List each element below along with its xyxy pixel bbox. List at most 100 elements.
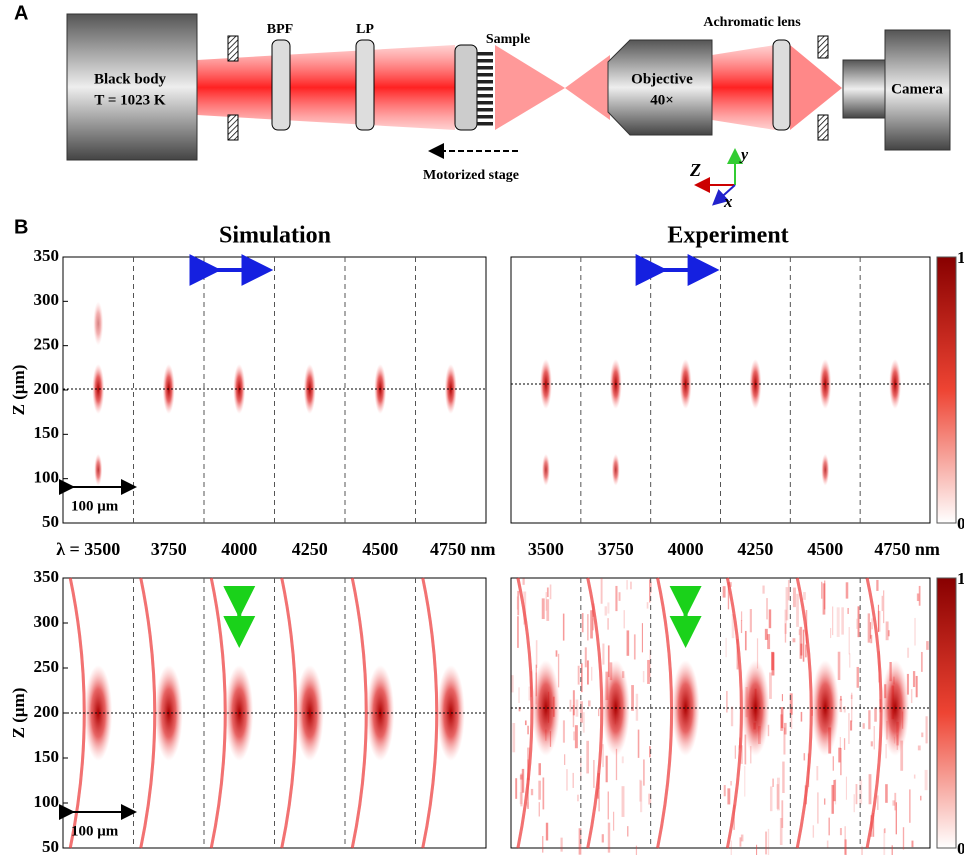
noise (767, 634, 771, 650)
noise (764, 628, 768, 640)
axis-label: Z (689, 160, 701, 180)
noise (563, 754, 566, 765)
noise (511, 675, 514, 693)
noise (572, 690, 575, 716)
noise (780, 707, 784, 729)
focal-spot (444, 364, 457, 414)
pillar (477, 94, 493, 98)
noise (862, 723, 865, 729)
noise (517, 590, 520, 616)
wavelength-label: 4000 (668, 539, 704, 559)
noise (849, 653, 851, 668)
focal-spot (671, 660, 700, 756)
label: Achromatic lens (703, 15, 801, 30)
noise (833, 780, 836, 802)
noise (600, 578, 603, 604)
noise (877, 795, 879, 810)
noise (646, 602, 649, 609)
beam-profile (656, 577, 674, 849)
noise (892, 800, 895, 806)
noise (911, 840, 914, 848)
noise (765, 831, 767, 855)
y-tick-label: 150 (34, 423, 60, 442)
noise (631, 685, 634, 711)
beam-profile (586, 577, 604, 849)
noise (781, 694, 784, 702)
noise (843, 738, 846, 750)
beam-cone (790, 45, 842, 130)
secondary-spot (93, 301, 104, 346)
focal-spot (303, 364, 316, 414)
noise (562, 613, 565, 641)
noise (538, 780, 541, 800)
noise (787, 580, 790, 601)
noise (723, 785, 726, 797)
noise (528, 686, 531, 701)
noise (848, 713, 850, 744)
noise (884, 828, 886, 834)
noise (796, 593, 799, 627)
noise (912, 671, 916, 688)
noise (772, 778, 774, 787)
noise (626, 580, 628, 590)
noise (640, 780, 643, 813)
noise (909, 789, 911, 823)
noise (520, 773, 523, 807)
y-axis-label: Z (μm) (9, 688, 28, 739)
noise (867, 613, 871, 643)
noise (784, 623, 787, 643)
noise (891, 845, 893, 855)
plot-title: Experiment (667, 223, 788, 249)
noise (798, 629, 801, 636)
noise (601, 834, 604, 843)
noise (853, 794, 855, 813)
wavelength-label: 4750 nm (430, 539, 496, 559)
noise (518, 707, 521, 712)
plot-title: Simulation (219, 223, 331, 249)
noise (885, 621, 889, 641)
focal-spot (531, 660, 560, 756)
noise (615, 585, 618, 612)
noise (612, 811, 615, 831)
noise (562, 720, 565, 743)
noise (516, 596, 519, 610)
beam-cone (565, 55, 610, 120)
label: Black body (94, 71, 167, 87)
aperture (227, 35, 239, 62)
axis-x (712, 184, 736, 206)
label: BPF (267, 22, 293, 37)
noise (783, 727, 786, 755)
focal-spot (679, 359, 692, 409)
noise (749, 609, 752, 633)
noise (572, 705, 575, 728)
noise (768, 609, 772, 629)
focal-spot (811, 660, 840, 756)
noise (607, 791, 609, 820)
noise (727, 582, 730, 610)
noise (836, 607, 840, 637)
label: 40× (650, 92, 674, 108)
noise (729, 582, 732, 587)
noise (557, 653, 560, 688)
noise (740, 834, 744, 842)
aperture (817, 35, 829, 59)
noise (584, 647, 587, 668)
noise (546, 599, 550, 621)
beam-profile (795, 577, 813, 849)
noise (902, 827, 905, 850)
noise (740, 745, 743, 764)
noise (839, 828, 842, 836)
noise (847, 607, 849, 614)
noise (871, 618, 873, 630)
noise (607, 822, 611, 853)
beam-profile (139, 577, 157, 849)
noise (649, 579, 651, 603)
noise (771, 651, 775, 671)
y-tick-label: 150 (34, 747, 60, 766)
noise (926, 641, 929, 650)
axis-label: x (723, 192, 733, 211)
noise (870, 634, 873, 644)
noise (756, 844, 758, 855)
plot-area (62, 256, 487, 524)
